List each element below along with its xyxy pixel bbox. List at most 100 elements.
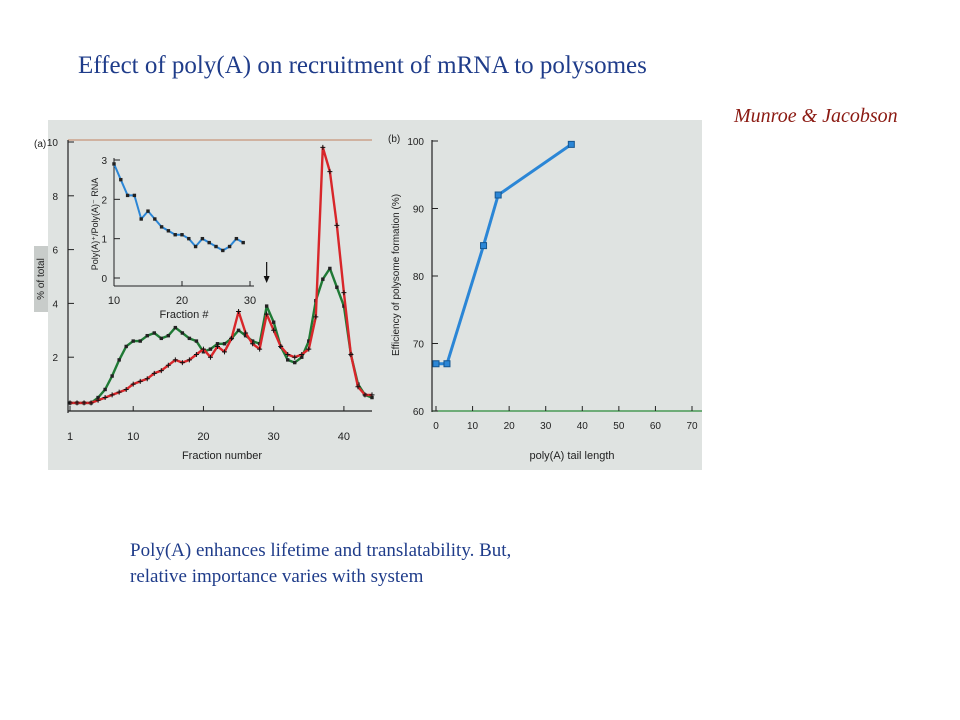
panel-b-background: [378, 120, 702, 470]
panel-a-red-series-point: [355, 384, 361, 390]
panel-b-x-tick-label: 0: [433, 421, 439, 432]
panel-a-red-series-point: [271, 327, 277, 333]
inset-y-tick-label: 3: [101, 156, 107, 167]
panel-a-red-series-point: [306, 346, 312, 352]
caption-line-2: relative importance varies with system: [130, 566, 424, 587]
panel-a-green-series-point: [110, 374, 114, 378]
panel-a-red-series-point: [313, 314, 319, 320]
inset-blue-series-point: [132, 193, 137, 198]
panel-a-x-tick-label: 1: [67, 431, 73, 443]
panel-b-blue-series-point: [480, 242, 488, 250]
panel-a-green-series-point: [201, 350, 206, 354]
panel-b-label: (b): [388, 134, 400, 145]
panel-a-red-series-point: [151, 370, 157, 376]
caption: Poly(A) enhances lifetime and translatab…: [130, 538, 730, 590]
panel-b-y-tick-label: 70: [413, 340, 425, 351]
panel-a-red-series-point: [236, 308, 242, 314]
panel-a-red-series-point: [348, 352, 354, 358]
panel-b-blue-series-point: [443, 360, 451, 368]
inset-blue-series-point: [221, 248, 225, 253]
panel-a-red-series-point: [137, 378, 143, 384]
panel-a-y-tick-label: 6: [52, 246, 58, 257]
fraction-arrow-head: [263, 276, 270, 283]
inset-background: [108, 148, 254, 286]
panel-a-red-series-point: [369, 392, 375, 398]
panel-a-x-tick-label: 20: [197, 431, 209, 443]
panel-a-green-series-point: [103, 387, 107, 392]
panel-b-blue-series-point: [432, 360, 440, 368]
inset-blue-series-point: [207, 240, 211, 245]
panel-a-red-series-point: [285, 352, 291, 358]
inset-y-tick-label: 0: [101, 274, 107, 285]
panel-a-green-series-point: [293, 360, 297, 365]
panel-a-red-series-point: [95, 397, 101, 403]
panel-a-green-series-point: [236, 328, 241, 332]
inset-blue-series-point: [119, 177, 123, 182]
panel-a-red-series-point: [214, 343, 220, 349]
panel-a-x-tick-label: 10: [127, 431, 139, 443]
panel-a-red-series-point: [81, 400, 87, 406]
panel-a-green-series-point: [222, 342, 227, 346]
panel-a-red-series-point: [243, 330, 249, 336]
panel-a-red-series-point: [67, 400, 73, 406]
panel-a-green-series-point: [321, 277, 325, 281]
panel-b-x-tick-label: 10: [467, 421, 479, 432]
credit-text: Munroe & Jacobson: [734, 105, 898, 127]
panel-a-red-series-point: [362, 392, 368, 398]
panel-a-green-series-line: [70, 267, 373, 405]
inset-blue-series-point: [193, 244, 198, 249]
panel-a-red-series-point: [278, 343, 284, 349]
panel-a-red-series-point: [144, 376, 150, 382]
panel-a-red-series-point: [264, 311, 270, 317]
inset-blue-series-point: [227, 244, 232, 249]
panel-a-red-series-point: [299, 352, 305, 358]
inset-ylabel: Poly(A)⁺/Poly(A)⁻ RNA: [90, 178, 100, 271]
panel-a-green-series-point: [250, 339, 255, 343]
panel-a-green-series-point: [328, 266, 332, 271]
inset-blue-series-point: [146, 209, 150, 213]
panel-a-red-series-point: [334, 222, 340, 228]
panel-a-green-series-point: [152, 331, 156, 335]
panel-a-red-series-point: [172, 357, 178, 363]
inset-blue-series-point: [125, 193, 130, 198]
panel-a-green-series-point: [187, 336, 192, 341]
panel-a-label: (a): [34, 139, 46, 150]
panel-a-y-tick-label: 8: [52, 192, 58, 203]
panel-a-green-series-point: [124, 344, 128, 349]
panel-a-red-series-point: [292, 354, 298, 360]
panel-b-y-tick-label: 100: [407, 137, 424, 148]
panel-a-green-series-point: [194, 339, 199, 343]
panel-a-chart: 2 4 6 8 10 1 10 20 30 40 0 1 2 3 10 20 30 (a) Fraction …: [34, 138, 375, 462]
panel-a-green-series-point: [180, 331, 185, 335]
panel-a-xlabel: Fraction number: [182, 450, 262, 462]
panel-a-green-series-point: [243, 333, 248, 338]
panel-a-green-series-point: [307, 339, 311, 343]
panel-a-green-series-point: [166, 333, 171, 338]
inset-blue-series-point: [166, 229, 171, 233]
panel-b-x-tick-label: 30: [540, 421, 552, 432]
inset-blue-series-point: [200, 236, 205, 241]
panel-a-red-series-point: [200, 346, 206, 352]
panel-a-green-series-point: [117, 358, 121, 362]
panel-a-green-series-point: [145, 333, 149, 338]
panel-a-red-series-point: [158, 368, 164, 374]
fraction-arrow: [263, 262, 270, 283]
panel-a-red-series-point: [193, 352, 199, 358]
inset-y-tick-label: 1: [101, 235, 107, 246]
inset-x-tick-label: 10: [108, 295, 120, 307]
panel-a-red-series-point: [229, 335, 235, 341]
inset-blue-series-point: [139, 217, 143, 221]
panel-a-red-series-point: [257, 346, 263, 352]
panel-a-red-series-point: [116, 389, 122, 395]
panel-a-green-series-point: [342, 304, 346, 308]
panel-b-chart: 60 70 80 90 100 0 10 20 30 40 50 60 70 (b) poly(A) t…: [388, 134, 702, 462]
panel-b-blue-series-point: [567, 140, 575, 148]
caption-line-1: Poly(A) enhances lifetime and translatab…: [130, 540, 512, 561]
panel-a-x-tick-label: 40: [338, 431, 350, 443]
panel-a-x-tick-label: 30: [268, 431, 280, 443]
inset-blue-series-point: [159, 225, 164, 229]
inset-y-tick-label: 2: [101, 195, 107, 206]
panel-a-y-tick-label: 2: [52, 353, 58, 364]
inset-blue-series-point: [187, 236, 191, 241]
